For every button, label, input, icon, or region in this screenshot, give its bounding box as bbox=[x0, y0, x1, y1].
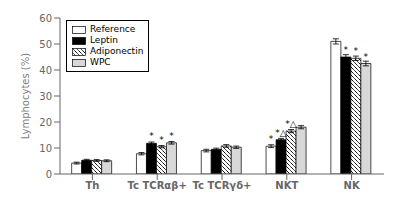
svg-text:*: * bbox=[344, 45, 349, 55]
svg-text:*△: *△ bbox=[285, 119, 297, 129]
svg-text:*: * bbox=[169, 131, 174, 141]
html-text:WPC: WPC bbox=[90, 57, 111, 67]
html-text:Reference: Reference bbox=[90, 24, 136, 34]
svg-text:*: * bbox=[269, 134, 274, 144]
svg-text:*: * bbox=[364, 52, 369, 62]
svg-text:NK: NK bbox=[344, 180, 361, 191]
svg-text:10: 10 bbox=[39, 143, 52, 154]
svg-text:60: 60 bbox=[39, 13, 52, 24]
svg-text:Tc TCRγδ+: Tc TCRγδ+ bbox=[193, 180, 252, 191]
svg-text:20: 20 bbox=[39, 117, 52, 128]
svg-text:*: * bbox=[159, 135, 164, 145]
html-text:Adiponectin: Adiponectin bbox=[90, 46, 144, 56]
svg-text:Tc TCRαβ+: Tc TCRαβ+ bbox=[128, 180, 187, 191]
svg-text:30: 30 bbox=[39, 91, 52, 102]
svg-text:NKT: NKT bbox=[275, 180, 298, 191]
svg-text:Th: Th bbox=[85, 180, 99, 191]
svg-text:50: 50 bbox=[39, 39, 52, 50]
svg-text:*: * bbox=[149, 131, 154, 141]
html-text:Leptin: Leptin bbox=[90, 35, 118, 45]
svg-text:40: 40 bbox=[39, 65, 52, 76]
svg-text:*: * bbox=[354, 46, 359, 56]
svg-text:*△: *△ bbox=[275, 128, 287, 138]
svg-text:Lymphocytes (%): Lymphocytes (%) bbox=[20, 53, 31, 139]
svg-text:0: 0 bbox=[46, 169, 52, 180]
